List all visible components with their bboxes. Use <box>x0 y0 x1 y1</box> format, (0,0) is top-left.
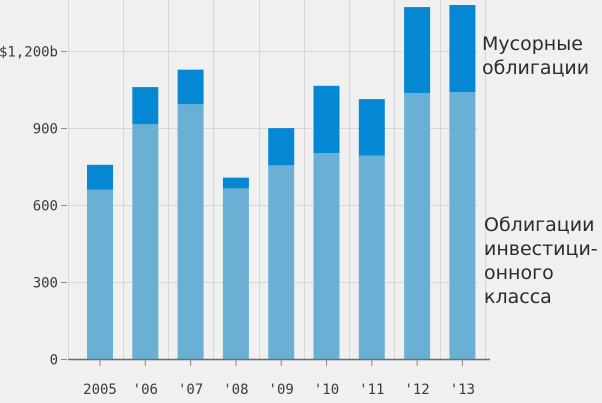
legend-investment-line-4: класса <box>484 286 552 308</box>
bar-segment-investment-grade <box>177 104 204 359</box>
bar-segment-investment-grade <box>222 188 249 359</box>
bar-segment-investment-grade <box>404 92 431 360</box>
y-tick-label: 600 <box>33 199 58 215</box>
bars-layer <box>87 5 476 360</box>
bar-segment-investment-grade <box>358 155 385 359</box>
x-tick-label: 2005 <box>83 382 117 398</box>
y-tick-label: 300 <box>33 276 58 292</box>
bar-segment-investment-grade <box>313 153 340 359</box>
x-tick-label: '08 <box>223 382 248 398</box>
legend-investment-grade: Облигации инвестици- онного класса <box>484 213 598 309</box>
x-tick-label: '12 <box>404 382 429 398</box>
x-tick-label: '10 <box>314 382 339 398</box>
bar-segment-junk <box>404 7 431 93</box>
y-tick-label: 0 <box>50 353 58 369</box>
x-tick-label: '11 <box>359 382 384 398</box>
x-tick-label: '13 <box>450 382 475 398</box>
legend-investment-line-1: Облигации <box>484 214 595 236</box>
bar-segment-investment-grade <box>87 189 113 359</box>
bar-segment-junk <box>449 5 476 93</box>
bar-segment-junk <box>313 85 340 154</box>
bar-segment-investment-grade <box>449 92 476 359</box>
bar-segment-junk <box>132 87 159 125</box>
x-tick-label: '09 <box>269 382 294 398</box>
bar-segment-junk <box>268 128 295 166</box>
x-tick-label: '07 <box>178 382 203 398</box>
legend-investment-line-2: инвестици- <box>484 238 598 260</box>
bar-segment-investment-grade <box>268 165 295 359</box>
x-tick-label: '06 <box>133 382 158 398</box>
bar-segment-junk <box>222 177 249 189</box>
bar-segment-junk <box>358 99 385 156</box>
y-tick-label: 900 <box>33 122 58 138</box>
legend-junk-bonds: Мусорные облигации <box>482 32 589 80</box>
legend-investment-line-3: онного <box>484 262 554 284</box>
y-tick-label: $1,200b <box>0 45 58 61</box>
legend-junk-line-1: Мусорные <box>482 33 583 55</box>
bar-segment-junk <box>177 69 204 105</box>
legend-junk-line-2: облигации <box>482 57 590 79</box>
bar-segment-junk <box>87 164 113 190</box>
bar-segment-investment-grade <box>132 124 159 359</box>
axis-layer: 0 300 600 900 $1,200b 2005 '06 '07 '08 '09 '10 '11 '… <box>0 45 490 398</box>
